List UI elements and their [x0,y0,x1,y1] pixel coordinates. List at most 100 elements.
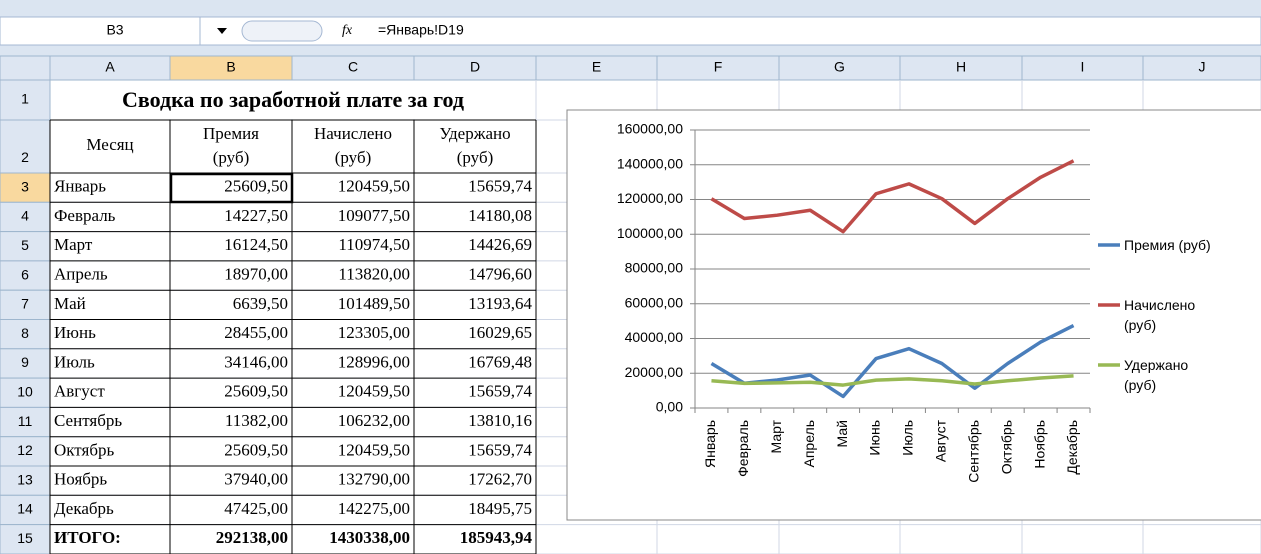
table-cell: 16124,50 [224,235,288,254]
y-tick-label: 80000,00 [625,260,684,276]
column-header [535,55,658,81]
table-cell: 14796,60 [468,264,532,283]
x-tick-label: Июнь [867,420,883,456]
header-cell: (руб) [213,148,250,167]
table-cell: 120459,50 [338,177,410,196]
row-header [0,465,51,496]
column-letter: E [592,59,601,75]
row-header [0,231,51,262]
row-header [0,348,51,379]
header-cell: (руб) [457,148,494,167]
table-cell: 292138,00 [216,528,288,547]
table-cell: 34146,00 [224,352,288,371]
table-cell: 13810,16 [468,411,532,430]
row-number: 10 [17,383,33,399]
table-cell: 37940,00 [224,470,288,489]
selected-cell [169,172,294,204]
row-number: 11 [18,413,33,429]
chart-area [566,109,1261,521]
table-cell: 25609,50 [224,382,288,401]
table-cell: Ноябрь [54,470,107,489]
table-cell: 15659,74 [468,440,532,459]
row-header [0,79,51,121]
table-cell: 13193,64 [468,294,532,313]
row-number: 14 [17,501,33,517]
table-cell: 17262,70 [468,470,532,489]
dropdown-arrow[interactable] [217,28,227,34]
legend-entry: Удержано (руб) [1124,357,1188,393]
table-cell: 14227,50 [224,206,288,225]
row-number: 3 [21,178,29,194]
row-number: 15 [17,530,33,546]
y-tick-label: 100000,00 [617,225,683,241]
table-cell: 16029,65 [468,323,532,342]
series-line [711,374,1074,387]
table-cell: Август [54,382,105,401]
row-number: 9 [21,354,29,370]
header-corner [0,55,51,81]
table-cell: 18495,75 [468,499,532,518]
table-cell: Июнь [54,323,96,342]
table-cell: 120459,50 [338,382,410,401]
x-tick-label: Март [768,419,784,453]
column-letter: C [348,59,358,75]
table-cell: 14180,08 [468,206,532,225]
y-tick-label: 140000,00 [617,155,683,171]
x-tick-label: Ноябрь [1031,420,1047,469]
table-cell: Январь [54,177,106,196]
button[interactable] [241,20,323,42]
header-cell: (руб) [335,148,372,167]
x-tick-label: Октябрь [998,420,1014,474]
table-cell: 15659,74 [468,177,532,196]
header-cell: Удержано [439,124,510,143]
row-header [0,436,51,467]
table-cell: 120459,50 [338,440,410,459]
table-cell: 11382,00 [225,411,288,430]
y-tick-label: 40000,00 [625,329,684,345]
y-tick-label: 0,00 [656,399,683,415]
table-cell: 25609,50 [224,440,288,459]
y-tick-label: 20000,00 [625,364,684,380]
row-header [0,377,51,408]
table-cell: 6639,50 [233,294,288,313]
table-cell: 132790,00 [338,470,410,489]
column-header [291,55,415,81]
x-tick-label: Декабрь [1064,420,1080,475]
legend-label: Премия (руб) [1124,237,1211,253]
row-number: 7 [21,296,29,312]
row-number: 1 [21,91,29,107]
title-bg [51,81,535,119]
column-letter: H [956,59,966,75]
table-title: Сводка по заработной плате за год [122,87,464,112]
row-number: 2 [21,149,29,165]
column-letter: J [1199,59,1206,75]
table-cell: 16769,48 [468,352,532,371]
fx-icon[interactable]: fx [342,23,353,38]
table-cell: Сентябрь [54,411,122,430]
y-tick-label: 60000,00 [625,294,684,310]
table-cell: 123305,00 [338,323,410,342]
table-cell: 110974,50 [338,235,410,254]
x-tick-label: Апрель [801,420,817,468]
table-cell: 106232,00 [338,411,410,430]
table-cell: 15659,74 [468,382,532,401]
column-header [1142,55,1261,81]
table-cell: 128996,00 [338,352,410,371]
series-line [710,324,1075,399]
row-header [0,289,51,321]
row-header [0,119,51,174]
formula-text[interactable]: =Январь!D19 [378,22,464,38]
table-cell: Апрель [54,264,108,283]
x-tick-label: Сентябрь [965,420,981,483]
x-tick-label: Январь [702,420,718,468]
row-number: 8 [21,325,29,341]
table-cell: Октябрь [54,440,114,459]
name-box[interactable]: B3 [106,22,123,38]
column-letter: A [105,59,115,75]
x-tick-label: Август [933,419,949,462]
column-letter: I [1081,59,1085,75]
table-cell: 14426,69 [468,235,532,254]
legend-entry: Премия (руб) [1124,237,1211,253]
row-header [0,524,51,554]
